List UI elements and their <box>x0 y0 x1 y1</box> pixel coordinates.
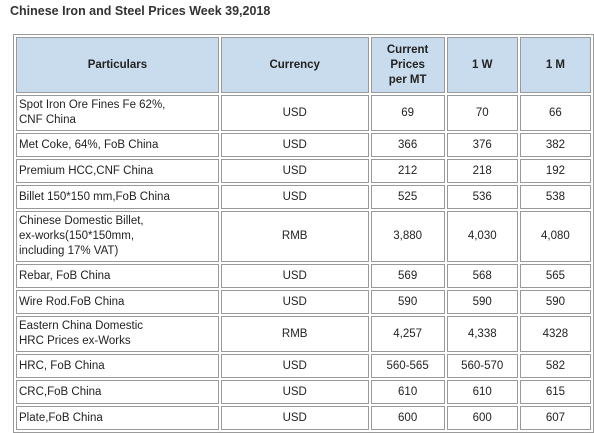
header-1w: 1 W <box>446 37 518 93</box>
current-price-cell: 525 <box>370 185 445 209</box>
one-month-cell: 538 <box>519 185 591 209</box>
currency-cell: USD <box>220 159 369 183</box>
one-month-cell: 192 <box>519 159 591 183</box>
table-row: Rebar, FoB China USD 569 568 565 <box>16 264 591 288</box>
current-price-cell: 600 <box>370 406 445 430</box>
currency-cell: USD <box>220 354 369 378</box>
one-week-cell: 70 <box>446 95 518 131</box>
table-row: Spot Iron Ore Fines Fe 62%, CNF China USD… <box>16 95 591 131</box>
particulars-cell: Met Coke, 64%, FoB China <box>16 133 219 157</box>
price-table: Particulars Currency Current Prices per … <box>13 34 594 433</box>
table-row: Met Coke, 64%, FoB China USD 366 376 382 <box>16 133 591 157</box>
one-month-cell: 607 <box>519 406 591 430</box>
current-price-cell: 560-565 <box>370 354 445 378</box>
page-title: Chinese Iron and Steel Prices Week 39,20… <box>10 4 271 18</box>
header-1m: 1 M <box>519 37 591 93</box>
currency-cell: USD <box>220 185 369 209</box>
table-row: HRC, FoB China USD 560-565 560-570 582 <box>16 354 591 378</box>
currency-cell: USD <box>220 264 369 288</box>
particulars-cell: HRC, FoB China <box>16 354 219 378</box>
one-month-cell: 382 <box>519 133 591 157</box>
current-price-cell: 212 <box>370 159 445 183</box>
header-currency: Currency <box>220 37 369 93</box>
one-week-cell: 600 <box>446 406 518 430</box>
price-table-container: Particulars Currency Current Prices per … <box>13 34 594 433</box>
one-month-cell: 582 <box>519 354 591 378</box>
one-week-cell: 590 <box>446 290 518 314</box>
table-body: Spot Iron Ore Fines Fe 62%, CNF China USD… <box>16 95 591 430</box>
particulars-cell: CRC,FoB China <box>16 380 219 404</box>
current-price-cell: 610 <box>370 380 445 404</box>
table-row: Billet 150*150 mm,FoB China USD 525 536 538 <box>16 185 591 209</box>
one-week-cell: 610 <box>446 380 518 404</box>
one-month-cell: 590 <box>519 290 591 314</box>
table-row: CRC,FoB China USD 610 610 615 <box>16 380 591 404</box>
one-week-cell: 376 <box>446 133 518 157</box>
one-week-cell: 560-570 <box>446 354 518 378</box>
one-week-cell: 4,338 <box>446 316 518 352</box>
current-price-cell: 366 <box>370 133 445 157</box>
header-current-prices: Current Prices per MT <box>370 37 445 93</box>
current-price-cell: 569 <box>370 264 445 288</box>
particulars-cell: Rebar, FoB China <box>16 264 219 288</box>
one-week-cell: 568 <box>446 264 518 288</box>
one-month-cell: 66 <box>519 95 591 131</box>
currency-cell: RMB <box>220 316 369 352</box>
one-month-cell: 565 <box>519 264 591 288</box>
one-week-cell: 536 <box>446 185 518 209</box>
table-row: Plate,FoB China USD 600 600 607 <box>16 406 591 430</box>
particulars-cell: Billet 150*150 mm,FoB China <box>16 185 219 209</box>
table-row: Chinese Domestic Billet, ex-works(150*15… <box>16 211 591 262</box>
particulars-cell: Spot Iron Ore Fines Fe 62%, CNF China <box>16 95 219 131</box>
current-price-cell: 4,257 <box>370 316 445 352</box>
table-row: Wire Rod.FoB China USD 590 590 590 <box>16 290 591 314</box>
current-price-cell: 590 <box>370 290 445 314</box>
one-month-cell: 615 <box>519 380 591 404</box>
currency-cell: RMB <box>220 211 369 262</box>
table-row: Eastern China Domestic HRC Prices ex-Wor… <box>16 316 591 352</box>
one-week-cell: 218 <box>446 159 518 183</box>
currency-cell: USD <box>220 133 369 157</box>
one-week-cell: 4,030 <box>446 211 518 262</box>
particulars-cell: Premium HCC,CNF China <box>16 159 219 183</box>
one-month-cell: 4,080 <box>519 211 591 262</box>
current-price-cell: 3,880 <box>370 211 445 262</box>
one-month-cell: 4328 <box>519 316 591 352</box>
currency-cell: USD <box>220 380 369 404</box>
particulars-cell: Plate,FoB China <box>16 406 219 430</box>
current-price-cell: 69 <box>370 95 445 131</box>
particulars-cell: Eastern China Domestic HRC Prices ex-Wor… <box>16 316 219 352</box>
currency-cell: USD <box>220 290 369 314</box>
currency-cell: USD <box>220 95 369 131</box>
header-particulars: Particulars <box>16 37 219 93</box>
particulars-cell: Wire Rod.FoB China <box>16 290 219 314</box>
particulars-cell: Chinese Domestic Billet, ex-works(150*15… <box>16 211 219 262</box>
currency-cell: USD <box>220 406 369 430</box>
table-row: Premium HCC,CNF China USD 212 218 192 <box>16 159 591 183</box>
table-header-row: Particulars Currency Current Prices per … <box>16 37 591 93</box>
